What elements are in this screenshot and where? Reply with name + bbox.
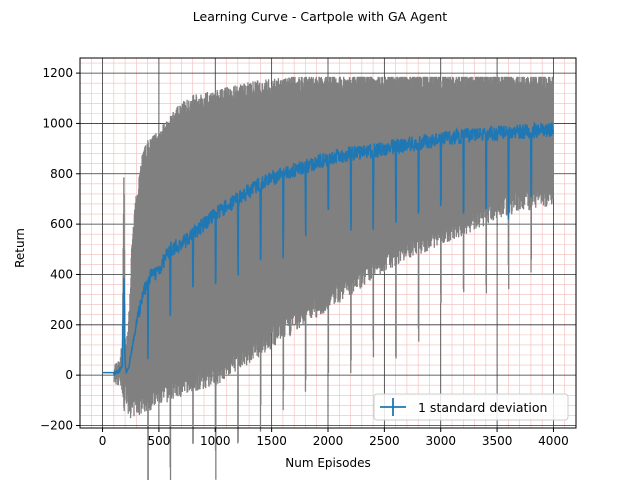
- y-tick-label: 200: [50, 318, 73, 332]
- x-tick-label: 4000: [538, 434, 569, 448]
- y-tick-label: 800: [50, 167, 73, 181]
- x-tick-label: 500: [147, 434, 170, 448]
- x-tick-label: 2500: [369, 434, 400, 448]
- y-tick-label: 600: [50, 217, 73, 231]
- legend-box: [373, 393, 569, 421]
- y-tick-label: 1000: [42, 116, 73, 130]
- x-tick-label: 1000: [200, 434, 231, 448]
- mean-series-line: [102, 120, 555, 377]
- chart-title: Learning Curve - Cartpole with GA Agent: [193, 9, 448, 24]
- y-tick-label: 0: [65, 368, 73, 382]
- legend-entry-label: 1 standard deviation: [418, 400, 547, 415]
- y-tick-label: −200: [40, 418, 73, 432]
- legend: 1 standard deviation: [373, 393, 569, 421]
- y-tick-label: 1200: [42, 66, 73, 80]
- std-deviation-band: [113, 76, 554, 480]
- x-axis-ticks: 0 500 1000 1500 2000 2500 3000 3500 4000: [99, 428, 569, 448]
- y-axis-ticks: −200 0 200 400 600 800 1000 1200: [40, 66, 80, 432]
- mean-return-line: [102, 120, 555, 377]
- x-tick-label: 0: [99, 434, 107, 448]
- x-tick-label: 3500: [482, 434, 513, 448]
- x-axis-label: Num Episodes: [285, 456, 370, 470]
- x-tick-label: 1500: [256, 434, 287, 448]
- y-tick-label: 400: [50, 267, 73, 281]
- y-axis-label: Return: [13, 228, 27, 268]
- x-tick-label: 3000: [425, 434, 456, 448]
- x-tick-label: 2000: [313, 434, 344, 448]
